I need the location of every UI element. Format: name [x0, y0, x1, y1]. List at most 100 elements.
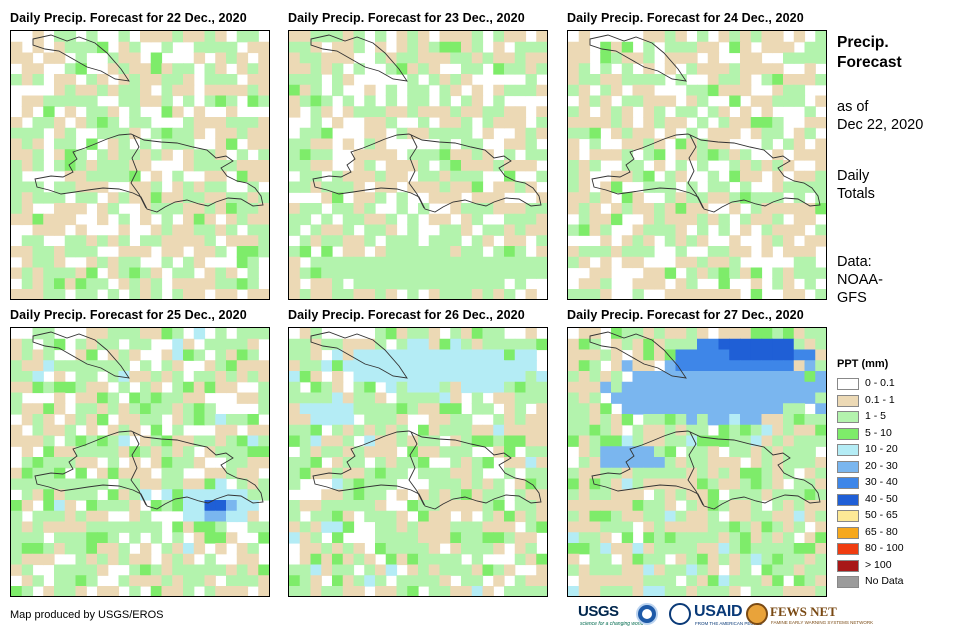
precip-cell: [236, 117, 249, 129]
precip-cell: [332, 564, 344, 576]
precip-cell: [129, 586, 141, 596]
precip-cell: [740, 510, 752, 523]
precip-cell: [750, 489, 763, 501]
precip-cell: [783, 532, 795, 544]
precip-cell: [215, 510, 227, 523]
precip-cell: [525, 586, 537, 596]
precip-cell: [578, 31, 591, 43]
precip-cell: [439, 246, 451, 258]
precip-cell: [439, 500, 451, 512]
precip-cell: [236, 553, 249, 566]
precip-cell: [418, 127, 430, 140]
precip-cell: [247, 278, 259, 290]
precip-cell: [493, 192, 505, 204]
precip-cell: [568, 41, 580, 54]
precip-cell: [643, 403, 655, 415]
precip-cell: [761, 543, 773, 555]
precip-cell: [193, 41, 206, 54]
precip-cell: [504, 510, 516, 523]
precip-cell: [654, 95, 666, 107]
precip-cell: [621, 192, 634, 204]
precip-cell: [783, 446, 795, 458]
precip-cell: [375, 149, 387, 161]
precip-cell: [32, 213, 44, 226]
precip-cell: [525, 349, 537, 361]
precip-cell: [439, 392, 451, 404]
precip-cell: [525, 424, 537, 437]
precip-cell: [697, 446, 709, 458]
precip-cell: [161, 543, 173, 555]
precip-cell: [815, 192, 826, 204]
precip-cell: [428, 521, 441, 533]
precip-cell: [332, 424, 344, 437]
precip-cell: [450, 392, 462, 404]
precip-cell: [654, 435, 666, 447]
precip-cell: [740, 84, 752, 97]
precip-cell: [536, 489, 547, 501]
precip-cell: [536, 435, 547, 447]
precip-cell: [385, 246, 398, 258]
precip-cell: [686, 521, 698, 533]
precip-cell: [493, 500, 505, 512]
precip-cell: [375, 181, 387, 193]
precip-cell: [686, 267, 698, 279]
precip-cell: [140, 181, 152, 193]
precip-cell: [353, 457, 365, 469]
panel-title-2: Daily Precip. Forecast for 23 Dec., 2020: [288, 11, 525, 25]
precip-cell: [364, 138, 376, 150]
precip-cell: [697, 360, 709, 372]
precip-cell: [621, 149, 634, 161]
precip-cell: [568, 289, 580, 299]
precip-cell: [439, 170, 451, 183]
precip-cell: [664, 424, 677, 437]
precip-cell: [504, 267, 516, 279]
precip-cell: [568, 106, 580, 118]
precip-cell: [172, 181, 184, 193]
precip-cell: [183, 160, 195, 172]
precip-cell: [226, 84, 238, 97]
precip-cell: [226, 338, 238, 351]
precip-cell: [193, 381, 206, 394]
precip-cell: [461, 338, 473, 351]
precip-cell: [783, 289, 795, 299]
precip-cell: [568, 489, 580, 501]
precip-cell: [118, 553, 130, 566]
precip-cell: [107, 457, 120, 469]
precip-cell: [686, 338, 698, 351]
precip-cell: [675, 510, 687, 523]
precip-cell: [471, 338, 484, 351]
precip-cell: [600, 235, 612, 247]
precip-cell: [664, 371, 677, 383]
precip-cell: [793, 349, 806, 361]
precip-cell: [407, 84, 419, 97]
precip-cell: [226, 106, 238, 118]
precip-cell: [514, 127, 527, 140]
precip-cell: [578, 424, 591, 437]
precip-cell: [236, 63, 249, 75]
precip-cell: [247, 170, 259, 183]
precip-cell: [461, 435, 473, 447]
precip-cell: [621, 381, 634, 394]
precip-cell: [258, 246, 269, 258]
precip-cell: [750, 192, 763, 204]
precip-cell: [418, 553, 430, 566]
precip-cell: [632, 74, 644, 86]
precip-cell: [718, 63, 730, 75]
precip-cell: [226, 235, 238, 247]
precip-cell: [310, 267, 322, 279]
precip-cell: [193, 500, 206, 512]
precip-cell: [215, 467, 227, 480]
precip-cell: [11, 267, 23, 279]
precip-cell: [568, 467, 580, 480]
precip-cell: [247, 349, 259, 361]
legend-swatch: [837, 543, 859, 555]
precip-cell: [407, 521, 419, 533]
precip-cell: [129, 149, 141, 161]
precip-cell: [129, 181, 141, 193]
precip-cell: [75, 575, 87, 587]
precip-cell: [772, 84, 784, 97]
precip-cell: [226, 95, 238, 107]
precip-cell: [718, 575, 730, 587]
precip-cell: [161, 564, 173, 576]
precip-cell: [21, 467, 34, 480]
